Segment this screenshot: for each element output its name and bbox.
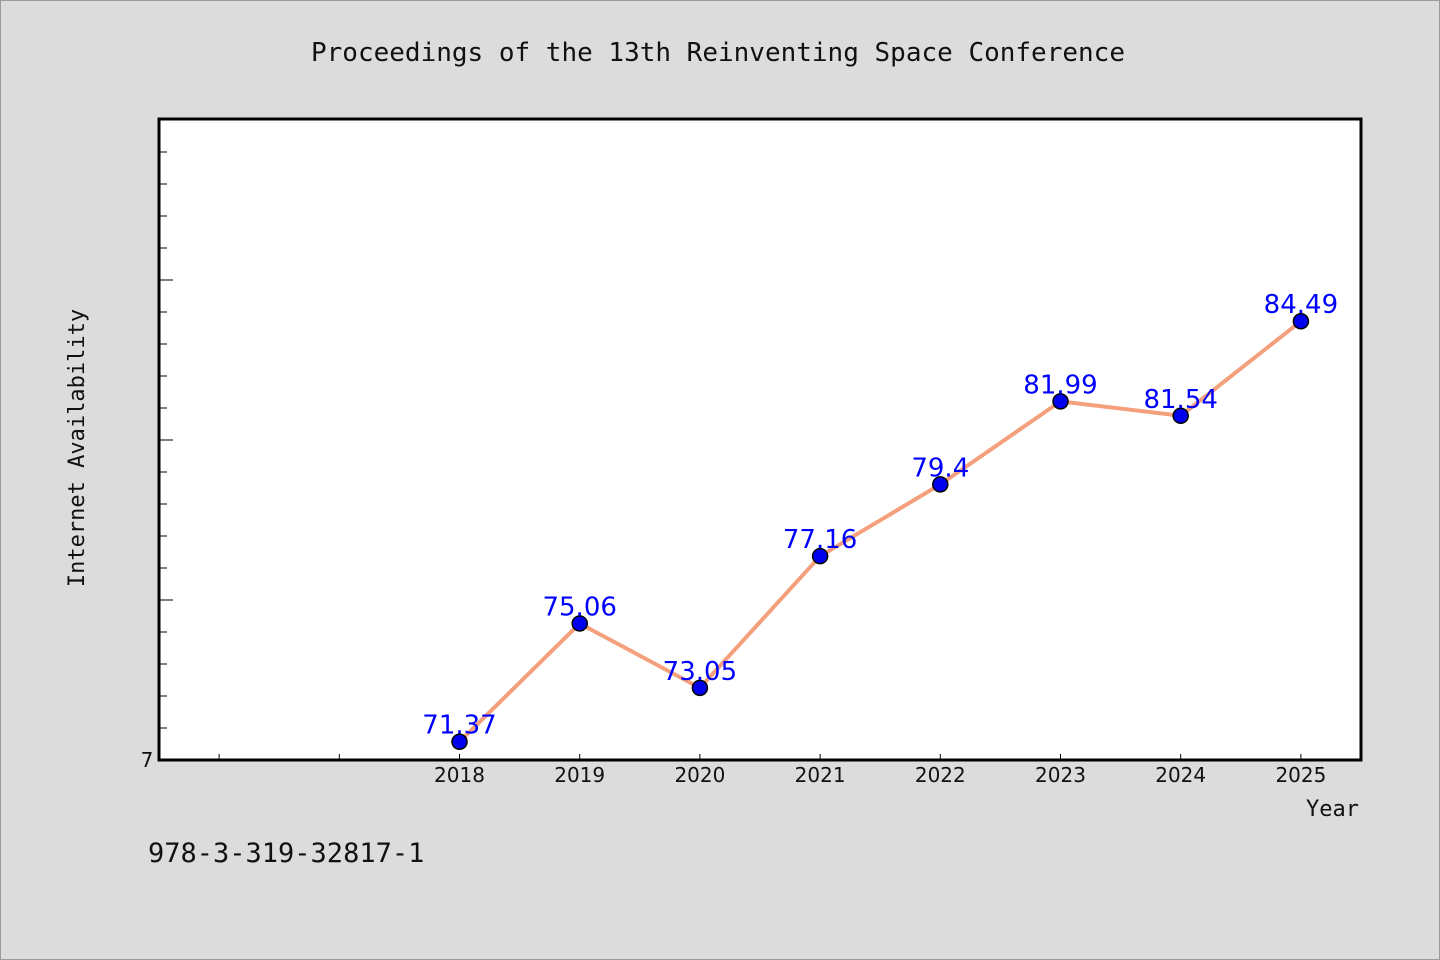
x-axis-ticks: 2018 2019 2020 2021 2022 2023 2024 2025 (218, 754, 1326, 787)
data-label: 81.99 (1023, 370, 1097, 400)
x-axis-label: Year (1306, 797, 1359, 822)
y-tick-label: 7 (141, 748, 154, 772)
plot-area (157, 117, 1363, 762)
data-point (1052, 393, 1069, 410)
x-tick-label: 2018 (434, 763, 485, 787)
y-axis-ticks (159, 151, 173, 761)
data-label: 75.06 (542, 592, 616, 622)
chart-title: Proceedings of the 13th Reinventing Spac… (311, 38, 1125, 68)
data-label: 84.49 (1264, 290, 1338, 320)
data-label: 77.16 (783, 525, 857, 555)
data-point (451, 733, 468, 750)
x-tick-label: 2019 (554, 763, 605, 787)
data-label: 79.4 (911, 453, 969, 483)
series-group: 71.37 75.06 73.05 77.16 79.4 81.99 81.54 84.49 (422, 290, 1338, 750)
data-point (571, 615, 588, 632)
data-point (932, 476, 949, 493)
data-label: 73.05 (663, 657, 737, 687)
data-point (691, 679, 709, 697)
data-point (1172, 407, 1189, 425)
x-tick-label: 2023 (1035, 763, 1086, 787)
data-label: 71.37 (422, 711, 496, 741)
data-label: 81.54 (1143, 385, 1217, 415)
y-axis-label: Internet Availability (65, 309, 90, 587)
x-tick-label: 2024 (1155, 763, 1206, 787)
x-tick-label: 2025 (1275, 763, 1326, 787)
x-tick-label: 2021 (795, 763, 846, 787)
x-tick-label: 2020 (674, 763, 725, 787)
data-point (1292, 312, 1310, 330)
footer-isbn: 978-3-319-32817-1 (148, 838, 424, 869)
data-point (811, 547, 829, 565)
series-line (457, 319, 1303, 744)
x-tick-label: 2022 (915, 763, 966, 787)
